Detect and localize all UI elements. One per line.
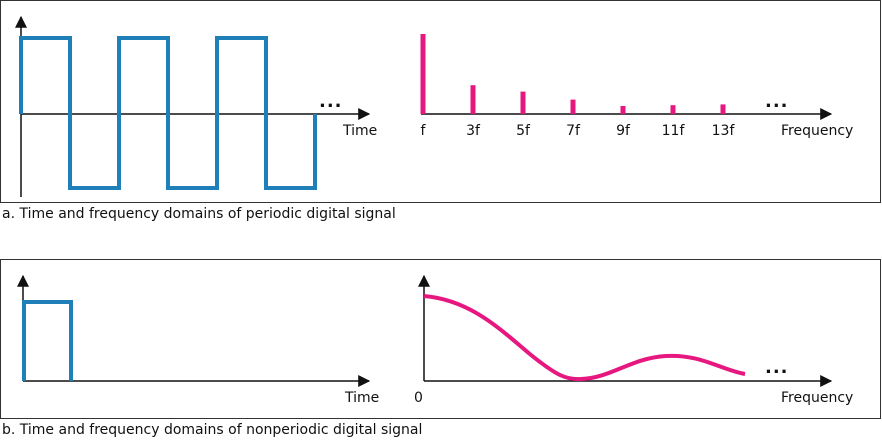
freq-axis-label-b: Frequency xyxy=(781,390,853,406)
harmonic-label-3f: 3f xyxy=(466,123,481,139)
harmonic-bar-11f xyxy=(670,105,676,114)
harmonic-bars xyxy=(420,34,726,114)
harmonic-label-7f: 7f xyxy=(566,123,581,139)
harmonic-label-13f: 13f xyxy=(712,123,736,139)
time-ellipsis: ... xyxy=(319,91,343,112)
harmonic-bar-5f xyxy=(520,91,526,114)
square-wave xyxy=(19,36,317,190)
periodic-signal-panel: ... Time f 3f 5f 7f 9f 11f 13f ... Frequency xyxy=(0,0,881,203)
single-pulse xyxy=(22,300,73,381)
caption-a: a. Time and frequency domains of periodi… xyxy=(2,206,396,222)
harmonic-labels: f 3f 5f 7f 9f 11f 13f xyxy=(421,123,736,139)
harmonic-label-5f: 5f xyxy=(516,123,531,139)
harmonic-bar-f xyxy=(420,34,426,114)
harmonic-bar-3f xyxy=(470,85,476,114)
origin-label: 0 xyxy=(414,390,423,406)
harmonic-bar-9f xyxy=(620,106,626,114)
sinc-spectrum-curve xyxy=(423,294,746,382)
nonperiodic-signal-panel: Time 0 ... Frequency xyxy=(0,259,881,419)
freq-axis-label: Frequency xyxy=(781,123,853,139)
harmonic-label-11f: 11f xyxy=(662,123,686,139)
nonperiodic-signal-diagram: Time 0 ... Frequency xyxy=(17,274,853,406)
freq-ellipsis: ... xyxy=(765,91,789,112)
harmonic-bar-7f xyxy=(570,99,576,114)
harmonic-bar-13f xyxy=(720,104,726,114)
freq-ellipsis-b: ... xyxy=(765,357,789,378)
harmonic-label-f: f xyxy=(421,123,427,139)
periodic-signal-diagram: ... Time f 3f 5f 7f 9f 11f 13f ... Frequency xyxy=(15,15,853,197)
time-axis-label: Time xyxy=(342,123,377,139)
harmonic-label-9f: 9f xyxy=(616,123,631,139)
caption-b: b. Time and frequency domains of nonperi… xyxy=(2,422,423,438)
time-axis-label-b: Time xyxy=(344,390,379,406)
